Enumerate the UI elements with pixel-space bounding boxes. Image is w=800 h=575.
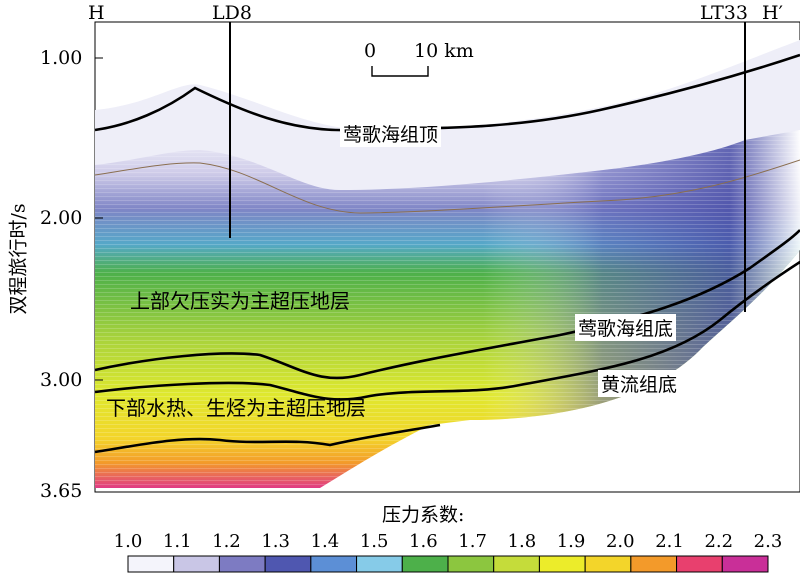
well-label-lt33: LT33 <box>700 2 748 24</box>
colorbar-title: 压力系数: <box>382 504 465 526</box>
reflector-texture <box>95 130 800 488</box>
horizon-label-yinggehai-base: 莺歌海组底 <box>575 314 677 341</box>
colorbar-swatch <box>721 555 769 573</box>
horizon-huangliu-base <box>94 260 800 401</box>
y-tick-label: 2.00 <box>40 207 83 229</box>
colorbar-tick-label: 1.1 <box>162 531 192 552</box>
colorbar-swatch <box>676 555 723 573</box>
colorbar-swatch <box>584 555 632 573</box>
y-axis-title: 双程旅行时/s <box>7 203 30 315</box>
colorbar-tick-label: 2.0 <box>605 531 635 552</box>
colorbar-tick-label: 1.6 <box>409 531 438 552</box>
colorbar-swatch <box>310 555 358 573</box>
colorbar-tick-label: 2.1 <box>655 531 684 552</box>
scale-bar-start: 0 <box>364 40 377 62</box>
colorbar-tick-label: 2.3 <box>753 531 783 552</box>
colorbar-tick-label: 2.2 <box>704 531 734 552</box>
colorbar-tick-label: 1.8 <box>507 531 537 552</box>
colorbar-tick-label: 1.3 <box>261 531 290 552</box>
colorbar-tick-label: 1.4 <box>310 531 340 552</box>
colorbar-swatch <box>127 555 175 573</box>
colorbar-tick-label: 1.9 <box>556 531 586 552</box>
scale-bar-end: 10 km <box>414 40 474 62</box>
zone-label-lower: 下部水热、生烃为主超压地层 <box>106 396 366 420</box>
y-tick-label: 3.65 <box>40 480 83 502</box>
horizon-label-huangliu-base: 黄流组底 <box>598 370 681 397</box>
colorbar-swatch <box>630 555 678 573</box>
horizon-label-yinggehai-top: 莺歌海组顶 <box>340 120 442 147</box>
colorbar-swatch <box>264 555 312 573</box>
colorbar-swatch <box>218 555 266 573</box>
section-end-left: H <box>88 2 105 24</box>
zone-label-upper: 上部欠压实为主超压地层 <box>130 289 350 313</box>
colorbar <box>127 555 769 573</box>
colorbar-tick-label: 1.5 <box>359 531 389 552</box>
well-label-ld8: LD8 <box>212 2 252 24</box>
horizon-deep <box>94 423 441 454</box>
colorbar-tick-label: 1.2 <box>212 531 241 552</box>
scale-bar <box>371 66 429 77</box>
colorbar-tick-label: 1.7 <box>458 531 487 552</box>
colorbar-swatch <box>538 555 586 573</box>
upper-band <box>95 40 800 200</box>
colorbar-swatch <box>401 555 449 573</box>
colorbar-swatch <box>447 555 495 573</box>
section-end-right: H′ <box>762 2 783 24</box>
colorbar-tick-label: 1.0 <box>113 531 143 552</box>
colorbar-swatch <box>493 555 540 573</box>
y-tick-label: 1.00 <box>40 47 83 69</box>
reflector-line <box>94 159 800 214</box>
y-tick-label: 3.00 <box>40 369 83 391</box>
colorbar-swatch <box>356 555 403 573</box>
horizon-yinggehai-base <box>94 229 800 380</box>
colorbar-swatch <box>173 555 220 573</box>
